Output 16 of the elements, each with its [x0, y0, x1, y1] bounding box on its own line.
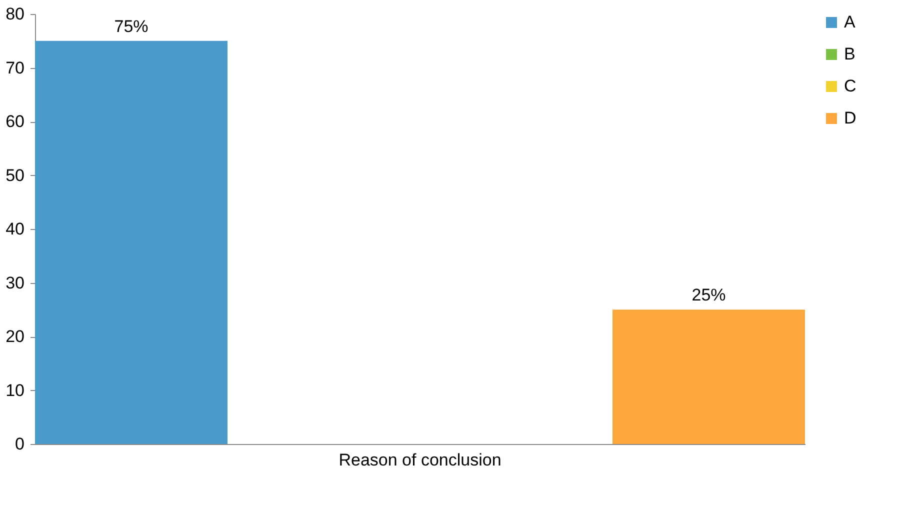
y-tick-label: 20: [6, 327, 24, 346]
y-tick-label: 40: [6, 220, 24, 238]
y-tick-label: 80: [6, 4, 24, 24]
legend-label: D: [844, 108, 856, 128]
y-tick-label: 50: [6, 166, 24, 185]
y-tick-label: 10: [6, 380, 24, 400]
data-label: 75%: [114, 16, 148, 36]
y-tick-label: 70: [6, 58, 24, 78]
legend-label: A: [844, 12, 856, 32]
legend-label: B: [844, 44, 856, 64]
x-tick-label: Reason of conclusion: [338, 450, 502, 470]
data-label: 25%: [692, 286, 726, 305]
y-tick-label: 0: [15, 434, 24, 454]
y-tick-label: 30: [6, 273, 24, 292]
y-tick-label: 60: [6, 112, 24, 131]
legend-label: C: [844, 76, 856, 96]
